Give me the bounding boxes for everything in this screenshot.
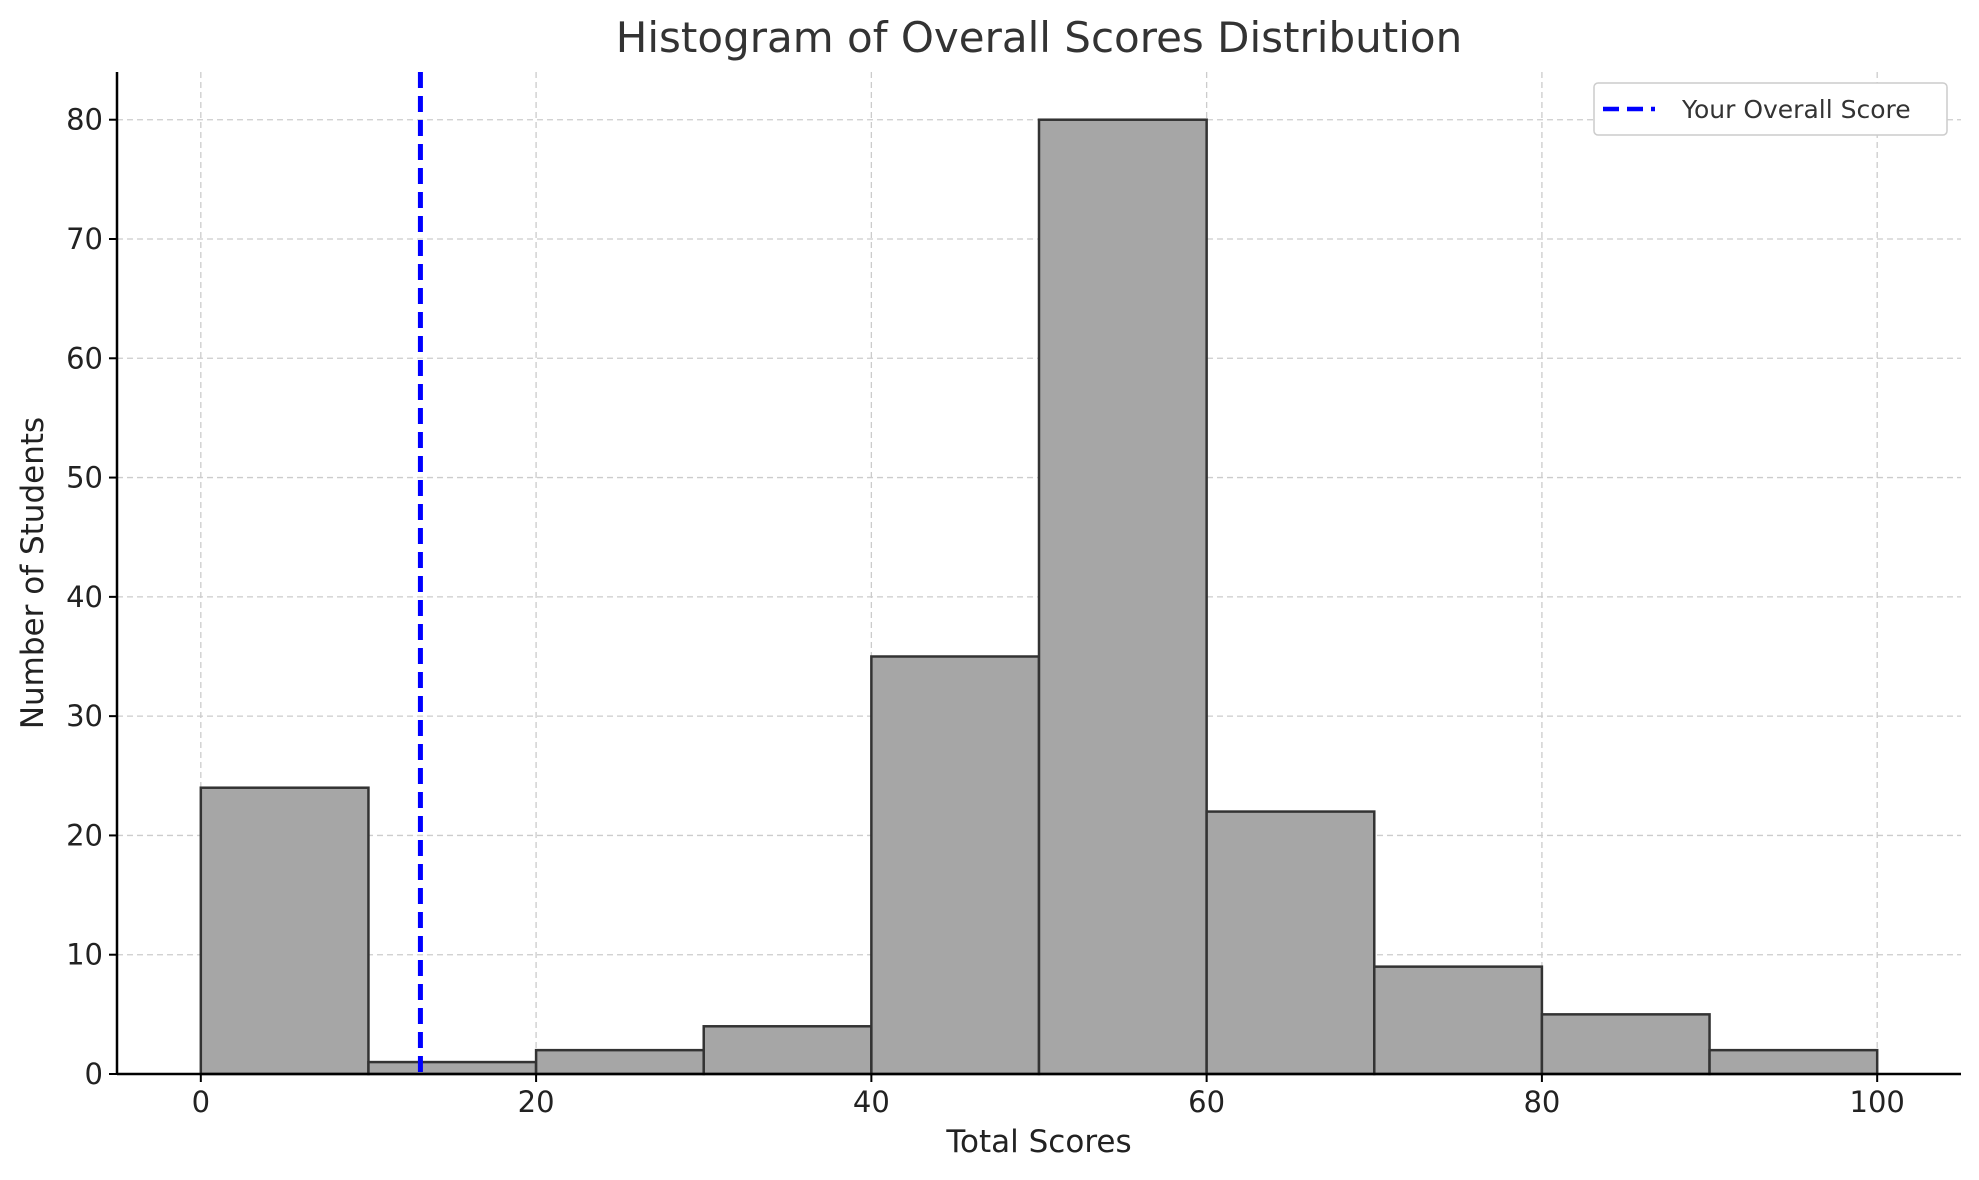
histogram-bar-6 — [1205, 810, 1376, 1076]
histogram-bar-5 — [1037, 118, 1208, 1076]
x-tick-label: 0 — [192, 1085, 210, 1119]
histogram-bar-8 — [1540, 1013, 1711, 1076]
y-tick-label: 30 — [66, 699, 103, 733]
x-tick-label: 100 — [1850, 1085, 1905, 1119]
x-axis-label: Total Scores — [945, 1124, 1131, 1160]
y-axis-label: Number of Students — [15, 417, 51, 729]
y-tick-label: 20 — [66, 818, 103, 852]
y-tick-label: 80 — [66, 103, 103, 137]
y-tick-label: 50 — [66, 461, 103, 495]
x-tick-label: 40 — [853, 1085, 890, 1119]
legend-box — [1593, 82, 1948, 136]
y-tick-label: 70 — [66, 222, 103, 256]
x-tick-label: 20 — [518, 1085, 555, 1119]
histogram-bar-2 — [534, 1048, 705, 1076]
histogram-bar-7 — [1373, 965, 1544, 1076]
histogram-bar-4 — [870, 655, 1041, 1076]
histogram-bar-0 — [199, 786, 370, 1076]
legend-label: Your Overall Score — [1681, 95, 1911, 124]
histogram-bar-1 — [367, 1060, 538, 1076]
ticks-layer: 0 20 40 60 80 100 0 10 20 30 40 50 60 70 80 — [66, 103, 1905, 1119]
x-tick-label: 60 — [1188, 1085, 1225, 1119]
histogram-bar-9 — [1708, 1048, 1879, 1076]
histogram-bar-3 — [702, 1025, 873, 1076]
bars-layer — [199, 118, 1879, 1076]
y-tick-label: 0 — [85, 1057, 103, 1091]
x-tick-label: 80 — [1523, 1085, 1560, 1119]
chart-title: Histogram of Overall Scores Distribution — [616, 13, 1462, 62]
legend: Your Overall Score — [1593, 82, 1948, 136]
y-tick-label: 10 — [66, 938, 103, 972]
y-tick-label: 60 — [66, 341, 103, 375]
y-tick-label: 40 — [66, 580, 103, 614]
